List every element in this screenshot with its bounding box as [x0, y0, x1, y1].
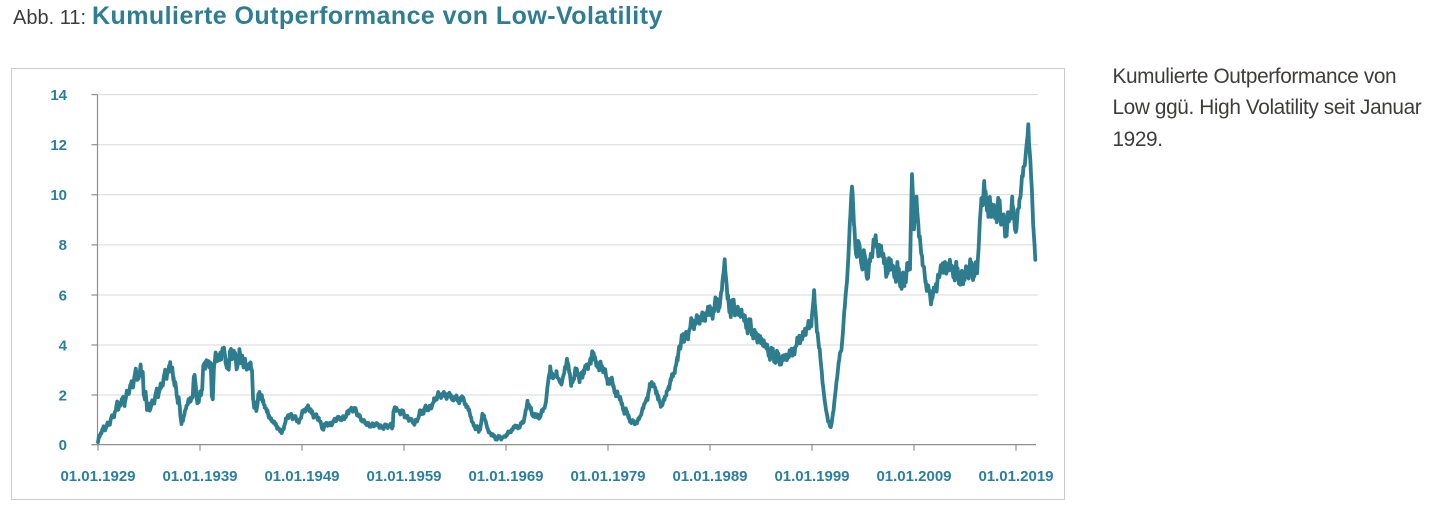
svg-text:14: 14 — [50, 87, 67, 104]
svg-text:01.01.2019: 01.01.2019 — [978, 468, 1053, 485]
svg-text:6: 6 — [59, 287, 67, 304]
svg-text:01.01.1979: 01.01.1979 — [570, 468, 645, 485]
svg-text:01.01.1929: 01.01.1929 — [60, 468, 135, 485]
svg-text:01.01.1949: 01.01.1949 — [264, 468, 339, 485]
svg-text:01.01.1999: 01.01.1999 — [774, 468, 849, 485]
svg-text:01.01.1969: 01.01.1969 — [468, 468, 543, 485]
svg-text:01.01.1989: 01.01.1989 — [672, 468, 747, 485]
svg-text:01.01.2009: 01.01.2009 — [876, 468, 951, 485]
svg-text:01.01.1939: 01.01.1939 — [162, 468, 237, 485]
svg-text:8: 8 — [59, 237, 67, 254]
svg-text:0: 0 — [59, 437, 67, 454]
svg-text:2: 2 — [59, 387, 67, 404]
svg-text:01.01.1959: 01.01.1959 — [366, 468, 441, 485]
svg-text:4: 4 — [59, 337, 68, 354]
svg-text:10: 10 — [50, 187, 67, 204]
svg-text:12: 12 — [50, 137, 67, 154]
